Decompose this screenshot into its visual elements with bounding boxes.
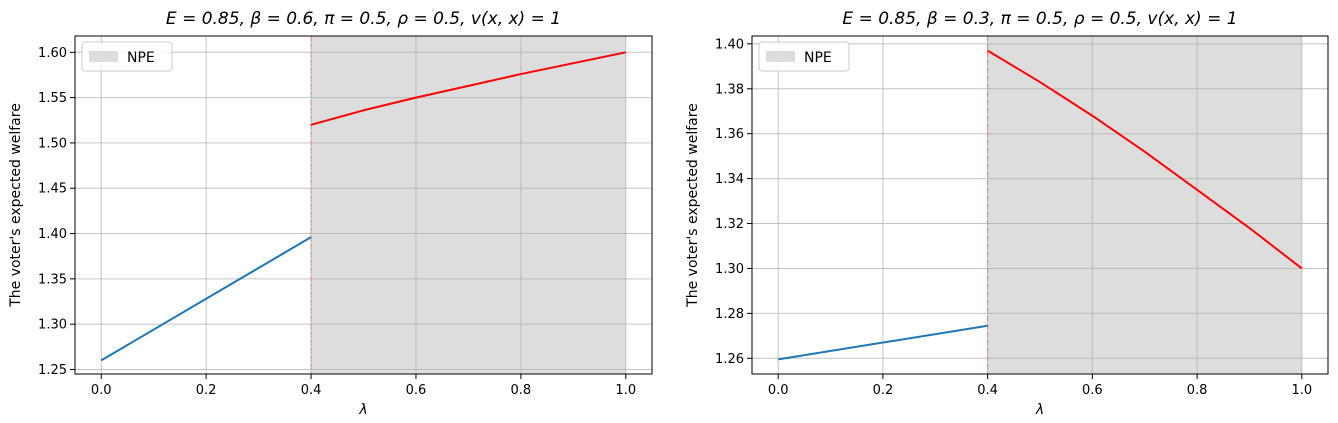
y-axis-label: The voter's expected welfare bbox=[8, 103, 24, 308]
x-tick-label: 0.2 bbox=[196, 383, 217, 398]
y-tick-label: 1.55 bbox=[38, 91, 67, 106]
x-tick-label: 0.8 bbox=[1187, 383, 1208, 398]
x-axis-label: λ bbox=[358, 402, 367, 418]
x-tick-label: 0.6 bbox=[1082, 383, 1103, 398]
y-tick-label: 1.30 bbox=[38, 318, 67, 333]
y-tick-label: 1.34 bbox=[715, 172, 744, 187]
x-axis-label: λ bbox=[1035, 402, 1044, 418]
y-tick-label: 1.38 bbox=[715, 82, 744, 97]
legend-label-npe: NPE bbox=[804, 50, 832, 66]
x-tick-label: 0.6 bbox=[406, 383, 427, 398]
axes-frame bbox=[74, 35, 653, 375]
legend: NPE bbox=[758, 41, 850, 72]
legend: NPE bbox=[81, 41, 173, 72]
npe-shaded-region bbox=[311, 36, 626, 374]
legend-label-npe: NPE bbox=[127, 50, 155, 66]
npe-shaded-region bbox=[987, 36, 1302, 374]
y-tick-label: 1.30 bbox=[715, 262, 744, 277]
x-tick-label: 0.2 bbox=[873, 383, 894, 398]
legend-swatch-npe bbox=[766, 51, 795, 62]
x-tick-label: 0.0 bbox=[768, 383, 789, 398]
y-tick-label: 1.60 bbox=[38, 46, 67, 61]
y-tick-label: 1.25 bbox=[38, 363, 67, 378]
chart-panel-1: 0.0 0.2 0.4 0.6 0.8 1.0 1.25 1.30 1.35 1.40 1.45 1.… bbox=[8, 9, 653, 418]
y-tick-label: 1.45 bbox=[38, 182, 67, 197]
x-tick-label: 1.0 bbox=[1291, 383, 1312, 398]
series-line-red bbox=[987, 49, 1303, 270]
legend-box bbox=[81, 41, 173, 72]
y-tick-label: 1.32 bbox=[715, 217, 744, 232]
legend-swatch-npe bbox=[89, 51, 118, 62]
chart-panel-2: 0.0 0.2 0.4 0.6 0.8 1.0 1.26 1.28 1.30 1.32 1.34 1.… bbox=[685, 9, 1329, 418]
chart-title: E = 0.85, β = 0.3, π = 0.5, ρ = 0.5, v(x… bbox=[842, 9, 1237, 29]
series-line-blue bbox=[778, 324, 988, 361]
y-tick-label: 1.36 bbox=[715, 127, 744, 142]
x-tick-label: 0.0 bbox=[91, 383, 112, 398]
x-tick-label: 1.0 bbox=[615, 383, 636, 398]
chart-title: E = 0.85, β = 0.6, π = 0.5, ρ = 0.5, v(x… bbox=[166, 9, 561, 29]
y-tick-label: 1.28 bbox=[715, 307, 744, 322]
y-tick-label: 1.35 bbox=[38, 272, 67, 287]
x-tick-label: 0.4 bbox=[301, 383, 322, 398]
y-axis-label: The voter's expected welfare bbox=[685, 103, 701, 308]
y-tick-label: 1.40 bbox=[38, 227, 67, 242]
series-line-red bbox=[310, 51, 626, 126]
y-tick-label: 1.26 bbox=[715, 352, 744, 367]
x-tick-label: 0.8 bbox=[511, 383, 532, 398]
y-tick-label: 1.50 bbox=[38, 136, 67, 151]
series-line-blue bbox=[100, 236, 312, 362]
x-tick-label: 0.4 bbox=[977, 383, 998, 398]
legend-box bbox=[758, 41, 850, 72]
axes-frame bbox=[751, 35, 1329, 375]
y-tick-label: 1.40 bbox=[715, 37, 744, 52]
